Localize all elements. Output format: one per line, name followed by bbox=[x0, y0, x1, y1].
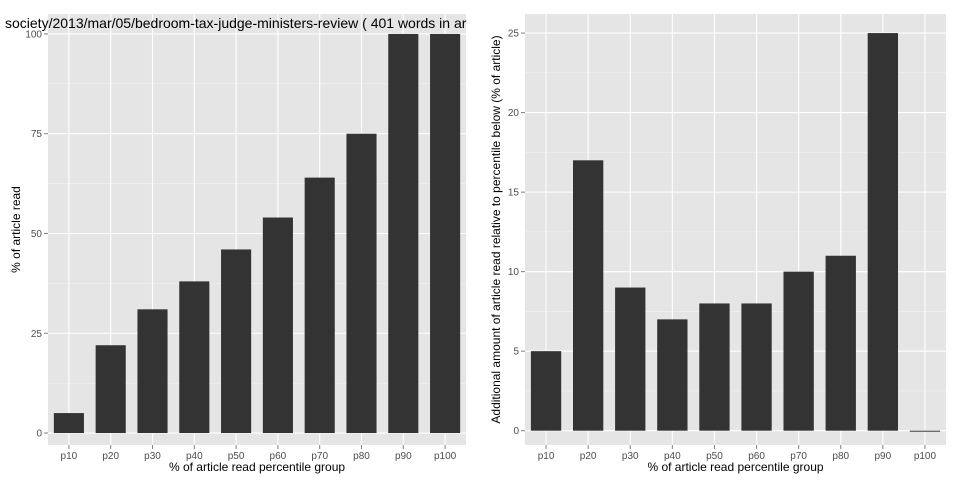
bar-p70-right bbox=[783, 271, 814, 431]
y-axis-title-right: Additional amount of article read relati… bbox=[489, 35, 503, 423]
x-tick-label-p10-right: p10 bbox=[538, 451, 555, 462]
x-tick-label-p60-left: p60 bbox=[270, 451, 287, 462]
x-tick-label-p50-left: p50 bbox=[228, 451, 245, 462]
y-ticks-left: 0 25 50 75 100 bbox=[25, 29, 48, 440]
x-tick-label-p30-right: p30 bbox=[622, 451, 639, 462]
x-tick-label-p20-right: p20 bbox=[580, 451, 597, 462]
x-tick-label-p20-left: p20 bbox=[102, 451, 119, 462]
bar-p100-left bbox=[430, 33, 461, 434]
x-tick-label-p70-right: p70 bbox=[790, 451, 807, 462]
x-tick-label-p90-left: p90 bbox=[395, 451, 412, 462]
bar-p40-right bbox=[657, 319, 688, 431]
x-tick-label-p40-left: p40 bbox=[186, 451, 203, 462]
bar-p10-right bbox=[530, 351, 562, 431]
y-tick-label-right: 0 bbox=[513, 426, 519, 437]
y-tick-label-right: 20 bbox=[508, 108, 520, 119]
bar-p10-left bbox=[53, 413, 84, 434]
bar-p90-left bbox=[388, 33, 419, 434]
bars-left bbox=[53, 33, 461, 434]
x-tick-label-p60-right: p60 bbox=[748, 451, 765, 462]
bar-p70-left bbox=[304, 177, 335, 434]
x-tick-label-p40-right: p40 bbox=[664, 451, 681, 462]
y-tick-label-left: 0 bbox=[36, 429, 42, 440]
x-tick-label-p30-left: p30 bbox=[144, 451, 161, 462]
bar-p80-left bbox=[346, 133, 377, 434]
x-tick-label-p50-right: p50 bbox=[706, 451, 723, 462]
y-tick-label-left: 50 bbox=[31, 229, 43, 240]
y-tick-label-right: 25 bbox=[508, 29, 520, 40]
y-ticks-right: 0 5 10 15 20 25 bbox=[508, 29, 525, 437]
x-axis-title-left: % of article read percentile group bbox=[169, 460, 345, 474]
bar-p50-right bbox=[699, 303, 730, 431]
bar-p60-right bbox=[741, 303, 772, 431]
chart-title-left: society/2013/mar/05/bedroom-tax-judge-mi… bbox=[5, 15, 467, 31]
bars-right bbox=[530, 33, 941, 432]
y-tick-label-right: 10 bbox=[508, 267, 520, 278]
x-tick-label-p100-left: p100 bbox=[434, 451, 457, 462]
bar-p40-left bbox=[179, 281, 210, 434]
x-ticks-left: p10 p20 p30 p40 p50 p60 p70 p80 p90 p100 bbox=[61, 445, 457, 462]
y-tick-label-right: 5 bbox=[513, 347, 519, 358]
x-tick-label-p10-left: p10 bbox=[61, 451, 78, 462]
bar-p80-right bbox=[825, 255, 856, 431]
bar-p20-left bbox=[95, 345, 126, 434]
y-tick-label-left: 75 bbox=[31, 129, 43, 140]
x-ticks-right: p10 p20 p30 p40 p50 p60 p70 p80 p90 p100 bbox=[538, 445, 937, 462]
y-tick-label-right: 15 bbox=[508, 188, 520, 199]
bar-p90-right bbox=[867, 33, 899, 431]
x-tick-label-p80-left: p80 bbox=[353, 451, 370, 462]
x-axis-title-right: % of article read percentile group bbox=[647, 460, 823, 474]
x-tick-label-p90-right: p90 bbox=[875, 451, 892, 462]
bar-p30-left bbox=[137, 309, 168, 434]
x-tick-label-p70-left: p70 bbox=[311, 451, 328, 462]
x-tick-label-p80-right: p80 bbox=[832, 451, 849, 462]
bar-p60-left bbox=[262, 217, 293, 434]
y-tick-label-left: 25 bbox=[31, 329, 43, 340]
bar-p30-right bbox=[615, 287, 646, 431]
x-tick-label-p100-right: p100 bbox=[914, 451, 937, 462]
bar-p50-left bbox=[221, 249, 252, 434]
bar-p20-right bbox=[572, 160, 604, 431]
y-axis-title-left: % of article read bbox=[9, 186, 23, 273]
y-tick-label-left: 100 bbox=[25, 29, 42, 40]
bar-p100-right bbox=[909, 430, 941, 432]
